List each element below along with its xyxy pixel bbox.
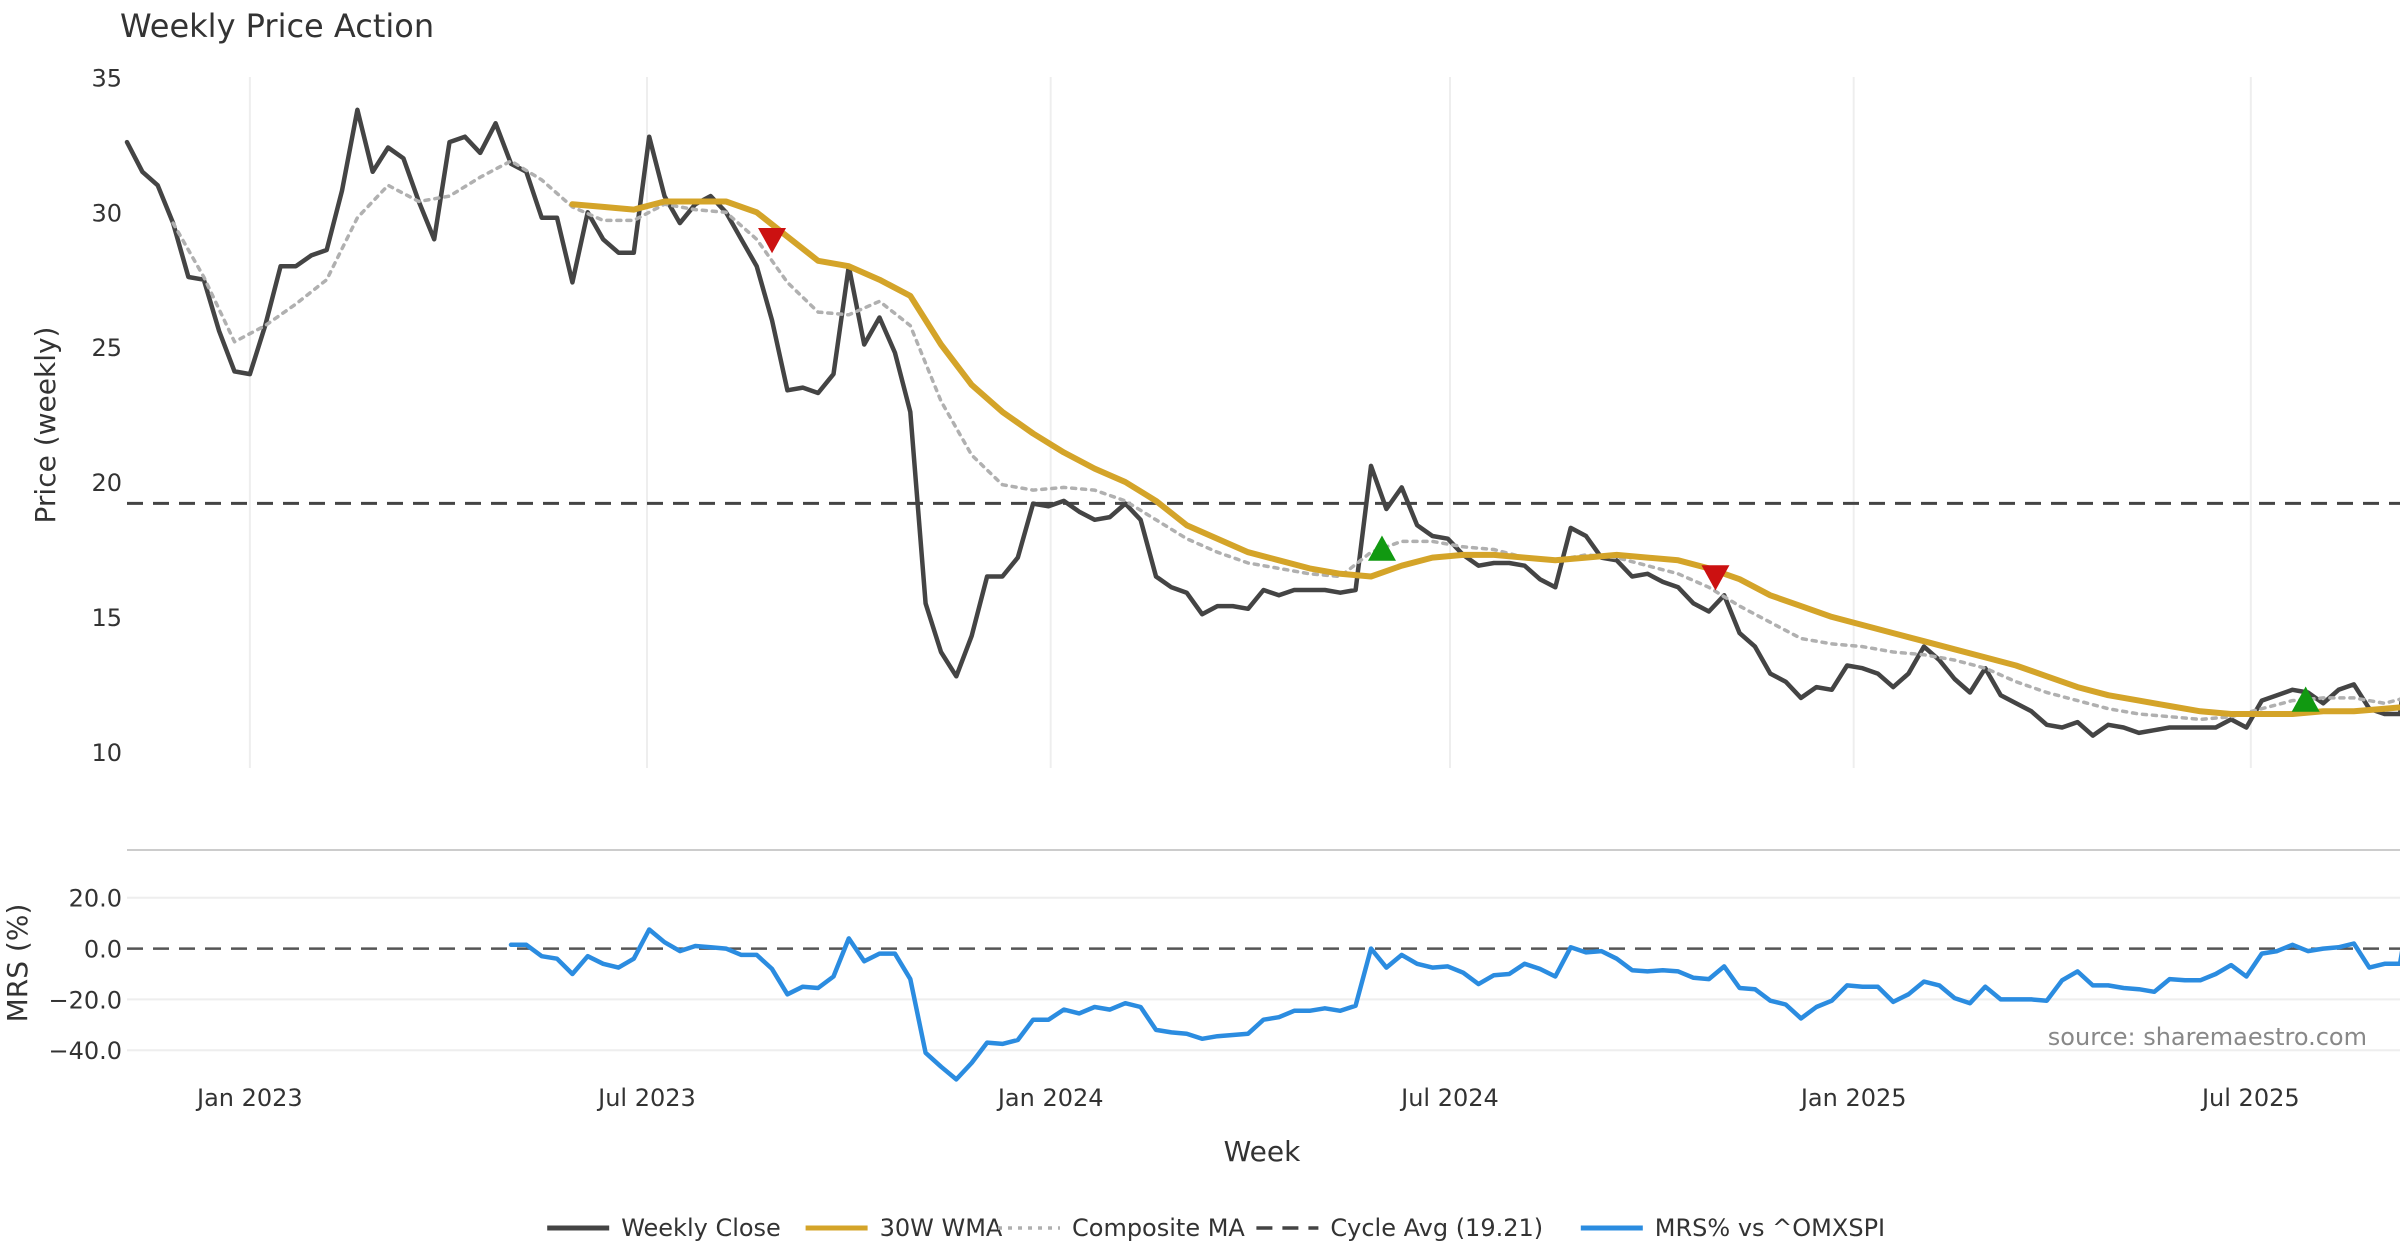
x-tick-label: Jan 2024 [996,1084,1104,1112]
price-series-lines [124,107,2400,738]
mrs-y-axis-label: MRS (%) [1,904,34,1023]
mrs-line [508,927,2400,1082]
x-ticks: Jan 2023 Jul 2023 Jan 2024 Jul 2024 Jan 2025… [195,1084,2300,1112]
legend-label: Composite MA [1072,1214,1245,1242]
x-tick-label: Jul 2024 [1399,1084,1499,1112]
x-axis-label: Week [1224,1135,1301,1168]
x-tick-label: Jul 2025 [2200,1084,2300,1112]
price-y-axis-label: Price (weekly) [29,327,62,524]
source-annotation: source: sharemaestro.com [2048,1023,2367,1051]
legend-label: 30W WMA [880,1214,1003,1242]
mrs-y-tick-label: −40.0 [48,1037,122,1065]
mrs-y-tick-label: 0.0 [84,936,122,964]
composite-ma-line [171,159,2400,722]
sell-signal-marker [1701,565,1730,591]
chart-legend: Weekly Close 30W WMA Composite MA Cycle Avg… [547,1214,1885,1242]
weekly-close-line [124,107,2400,738]
mrs-y-tick-label: 20.0 [69,885,122,913]
x-tick-label: Jan 2023 [195,1084,303,1112]
legend-label: Cycle Avg (19.21) [1330,1214,1543,1242]
price-y-tick-label: 10 [91,739,122,767]
buy-signal-marker [1367,535,1396,561]
signal-markers [758,228,2320,712]
price-y-tick-label: 20 [91,469,122,497]
wma-30w-line [569,198,2400,717]
price-y-tick-label: 35 [91,64,122,92]
legend-label: MRS% vs ^OMXSPI [1655,1214,1885,1242]
x-tick-label: Jan 2025 [1799,1084,1907,1112]
legend-label: Weekly Close [621,1214,781,1242]
mrs-y-tick-label: −20.0 [48,986,122,1014]
price-y-tick-label: 15 [91,604,122,632]
x-tick-label: Jul 2023 [596,1084,696,1112]
mrs-series-lines [508,927,2400,1082]
chart-title: Weekly Price Action [120,7,434,45]
price-y-tick-label: 30 [91,199,122,227]
mrs-y-ticks: 20.0 0.0 −20.0 −40.0 [48,885,122,1065]
sell-signal-marker [758,228,787,254]
buy-signal-marker [2291,686,2320,712]
price-y-ticks: 10 15 20 25 30 35 [91,64,122,766]
price-gridlines [248,77,2252,768]
price-y-tick-label: 25 [91,334,122,362]
